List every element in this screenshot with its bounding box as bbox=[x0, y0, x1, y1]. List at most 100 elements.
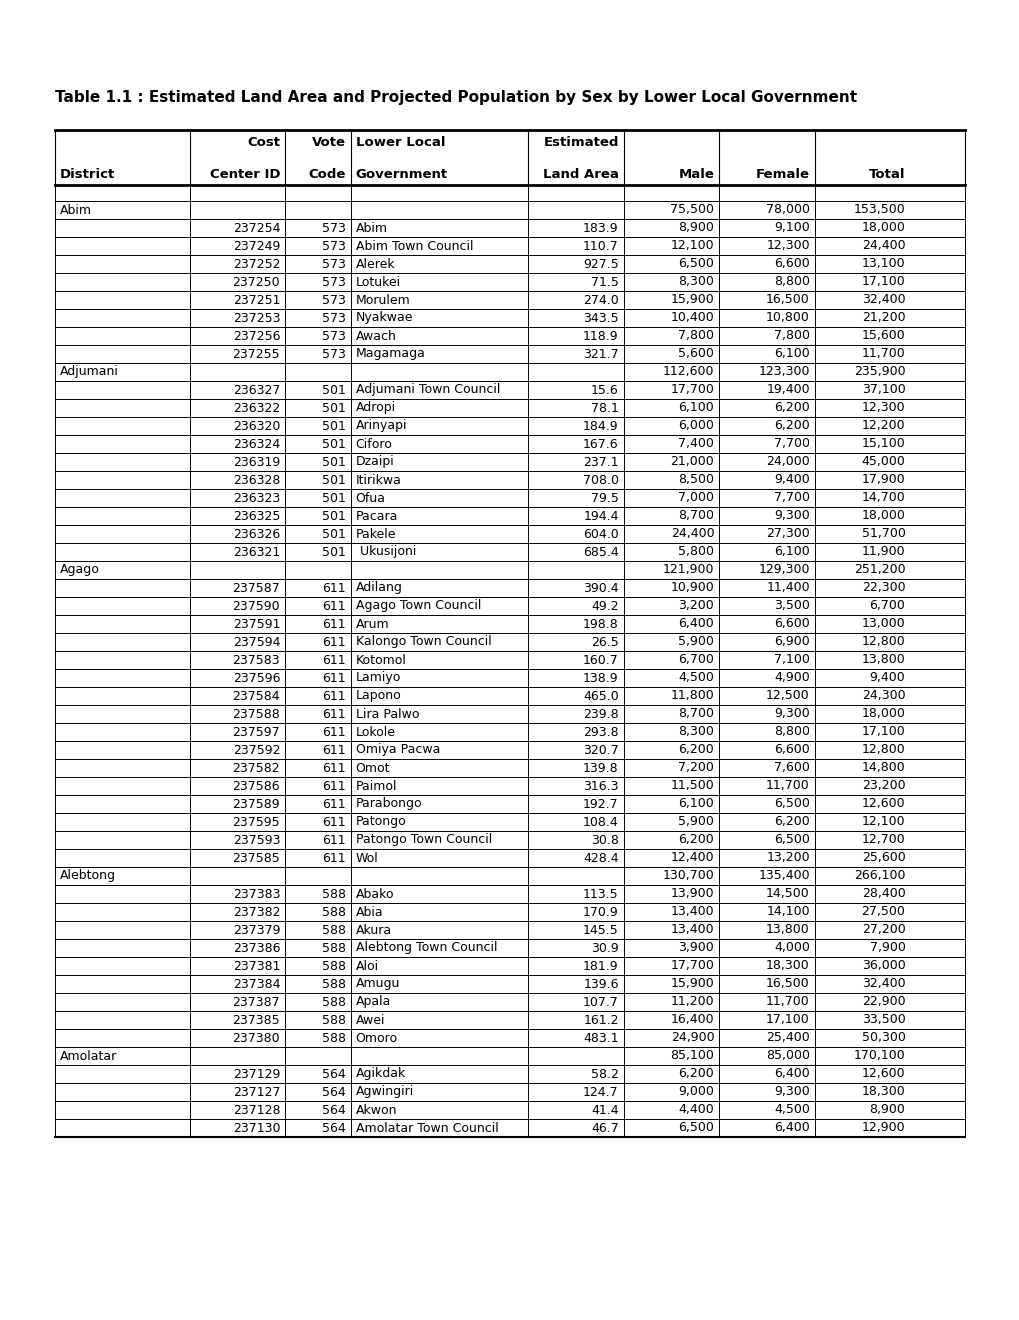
Text: 237590: 237590 bbox=[232, 599, 280, 612]
Text: 167.6: 167.6 bbox=[583, 437, 619, 450]
Text: 5,900: 5,900 bbox=[678, 635, 713, 648]
Text: 611: 611 bbox=[322, 672, 345, 685]
Text: Awei: Awei bbox=[356, 1014, 385, 1027]
Text: 237593: 237593 bbox=[232, 833, 280, 846]
Text: Paimol: Paimol bbox=[356, 780, 396, 792]
Text: 78.1: 78.1 bbox=[590, 401, 619, 414]
Text: 501: 501 bbox=[322, 510, 345, 523]
Text: 588: 588 bbox=[321, 906, 345, 919]
Text: 236319: 236319 bbox=[232, 455, 280, 469]
Text: 17,700: 17,700 bbox=[669, 384, 713, 396]
Text: 235,900: 235,900 bbox=[853, 366, 905, 379]
Text: 611: 611 bbox=[322, 599, 345, 612]
Text: 237251: 237251 bbox=[232, 293, 280, 306]
Text: Agwingiri: Agwingiri bbox=[356, 1085, 414, 1098]
Text: 5,800: 5,800 bbox=[678, 545, 713, 558]
Text: 12,300: 12,300 bbox=[765, 239, 809, 252]
Text: Magamaga: Magamaga bbox=[356, 347, 425, 360]
Text: 14,100: 14,100 bbox=[765, 906, 809, 919]
Text: 107.7: 107.7 bbox=[582, 995, 619, 1008]
Text: Ofua: Ofua bbox=[356, 491, 385, 504]
Text: 11,200: 11,200 bbox=[671, 995, 713, 1008]
Text: 564: 564 bbox=[322, 1104, 345, 1117]
Text: 7,800: 7,800 bbox=[773, 330, 809, 342]
Text: Amolatar: Amolatar bbox=[60, 1049, 117, 1063]
Text: Abim: Abim bbox=[60, 203, 92, 216]
Text: 237129: 237129 bbox=[232, 1068, 280, 1081]
Text: 237583: 237583 bbox=[232, 653, 280, 667]
Text: 11,700: 11,700 bbox=[765, 780, 809, 792]
Text: 6,200: 6,200 bbox=[678, 743, 713, 756]
Text: 5,600: 5,600 bbox=[678, 347, 713, 360]
Text: 237385: 237385 bbox=[232, 1014, 280, 1027]
Text: 14,700: 14,700 bbox=[861, 491, 905, 504]
Text: 16,500: 16,500 bbox=[765, 978, 809, 990]
Text: 237587: 237587 bbox=[232, 582, 280, 594]
Text: 708.0: 708.0 bbox=[582, 474, 619, 487]
Text: 6,200: 6,200 bbox=[773, 420, 809, 433]
Text: 24,400: 24,400 bbox=[671, 528, 713, 540]
Text: 12,100: 12,100 bbox=[861, 816, 905, 829]
Text: 11,400: 11,400 bbox=[765, 582, 809, 594]
Text: 573: 573 bbox=[322, 330, 345, 342]
Text: Ciforo: Ciforo bbox=[356, 437, 392, 450]
Text: 18,000: 18,000 bbox=[861, 708, 905, 721]
Text: 8,300: 8,300 bbox=[678, 276, 713, 289]
Text: 27,300: 27,300 bbox=[765, 528, 809, 540]
Text: 27,500: 27,500 bbox=[861, 906, 905, 919]
Text: 237255: 237255 bbox=[232, 347, 280, 360]
Text: 237596: 237596 bbox=[232, 672, 280, 685]
Text: 51,700: 51,700 bbox=[861, 528, 905, 540]
Text: 237127: 237127 bbox=[232, 1085, 280, 1098]
Text: 33,500: 33,500 bbox=[861, 1014, 905, 1027]
Text: Kalongo Town Council: Kalongo Town Council bbox=[356, 635, 491, 648]
Text: 588: 588 bbox=[321, 887, 345, 900]
Text: 573: 573 bbox=[322, 257, 345, 271]
Text: 611: 611 bbox=[322, 797, 345, 810]
Text: Abako: Abako bbox=[356, 887, 394, 900]
Text: 611: 611 bbox=[322, 635, 345, 648]
Text: 501: 501 bbox=[322, 437, 345, 450]
Text: 17,100: 17,100 bbox=[861, 726, 905, 738]
Text: 183.9: 183.9 bbox=[583, 222, 619, 235]
Text: 6,100: 6,100 bbox=[678, 797, 713, 810]
Text: 293.8: 293.8 bbox=[583, 726, 619, 738]
Text: 588: 588 bbox=[321, 1014, 345, 1027]
Text: 15,900: 15,900 bbox=[669, 293, 713, 306]
Text: 18,300: 18,300 bbox=[765, 960, 809, 973]
Text: 573: 573 bbox=[322, 222, 345, 235]
Text: 236323: 236323 bbox=[232, 491, 280, 504]
Text: 32,400: 32,400 bbox=[861, 293, 905, 306]
Text: 8,300: 8,300 bbox=[678, 726, 713, 738]
Text: 5,900: 5,900 bbox=[678, 816, 713, 829]
Text: 237.1: 237.1 bbox=[583, 455, 619, 469]
Text: 8,900: 8,900 bbox=[868, 1104, 905, 1117]
Text: 161.2: 161.2 bbox=[583, 1014, 619, 1027]
Text: 21,200: 21,200 bbox=[861, 312, 905, 325]
Text: 13,400: 13,400 bbox=[671, 924, 713, 936]
Text: 9,100: 9,100 bbox=[773, 222, 809, 235]
Text: 573: 573 bbox=[322, 276, 345, 289]
Text: 11,700: 11,700 bbox=[861, 347, 905, 360]
Text: 8,500: 8,500 bbox=[678, 474, 713, 487]
Text: Adilang: Adilang bbox=[356, 582, 403, 594]
Text: 17,100: 17,100 bbox=[765, 1014, 809, 1027]
Text: 611: 611 bbox=[322, 653, 345, 667]
Text: 9,400: 9,400 bbox=[773, 474, 809, 487]
Text: 9,400: 9,400 bbox=[869, 672, 905, 685]
Text: 24,900: 24,900 bbox=[671, 1031, 713, 1044]
Text: Itirikwa: Itirikwa bbox=[356, 474, 401, 487]
Text: 121,900: 121,900 bbox=[662, 564, 713, 577]
Text: 18,000: 18,000 bbox=[861, 222, 905, 235]
Text: 9,300: 9,300 bbox=[773, 510, 809, 523]
Text: 7,200: 7,200 bbox=[678, 762, 713, 775]
Text: 108.4: 108.4 bbox=[583, 816, 619, 829]
Text: 4,500: 4,500 bbox=[678, 672, 713, 685]
Text: 113.5: 113.5 bbox=[583, 887, 619, 900]
Text: 611: 611 bbox=[322, 780, 345, 792]
Text: 588: 588 bbox=[321, 941, 345, 954]
Text: 18,300: 18,300 bbox=[861, 1085, 905, 1098]
Text: 78,000: 78,000 bbox=[765, 203, 809, 216]
Text: Adropi: Adropi bbox=[356, 401, 395, 414]
Text: 236321: 236321 bbox=[232, 545, 280, 558]
